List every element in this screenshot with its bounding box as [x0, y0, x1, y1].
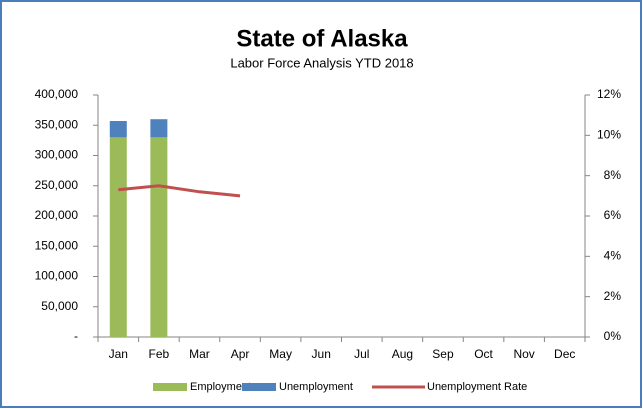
y-tick-label: 300,000 [35, 148, 79, 162]
chart-subtitle: Labor Force Analysis YTD 2018 [230, 55, 413, 70]
y-tick-label: 400,000 [35, 87, 79, 101]
y-tick-label: 350,000 [35, 117, 79, 131]
bar [150, 119, 168, 138]
y-tick-label: 200,000 [35, 208, 79, 222]
y-tick-label: 100,000 [35, 269, 79, 283]
chart-title: State of Alaska [236, 25, 408, 52]
y2-tick-label: 10% [597, 128, 621, 142]
x-tick-label: Jan [109, 347, 128, 361]
legend-label: Unemployment [279, 381, 353, 393]
x-tick-label: Sep [432, 347, 454, 361]
x-tick-label: Feb [149, 347, 170, 361]
y2-tick-label: 0% [604, 329, 622, 343]
x-tick-label: Apr [231, 347, 250, 361]
y2-tick-label: 12% [597, 87, 621, 101]
legend-swatch [153, 383, 187, 391]
x-tick-label: Jul [354, 347, 369, 361]
y-tick-label: 150,000 [35, 238, 79, 252]
line [118, 184, 241, 198]
x-tick-label: Mar [189, 347, 210, 361]
bar [150, 137, 168, 337]
x-tick-label: Aug [392, 347, 413, 361]
legend-swatch [242, 383, 276, 391]
y-tick-label: 250,000 [35, 178, 79, 192]
y2-tick-label: 6% [604, 208, 622, 222]
y2-tick-label: 8% [604, 168, 622, 182]
y-tick-label: 50,000 [41, 299, 78, 313]
x-tick-label: Nov [513, 347, 534, 361]
legend-label: Employment [190, 381, 251, 393]
x-tick-label: Dec [554, 347, 575, 361]
y2-tick-label: 2% [604, 289, 622, 303]
y2-tick-label: 4% [604, 249, 622, 263]
x-tick-label: Oct [474, 347, 493, 361]
bar [109, 137, 127, 337]
x-tick-label: May [269, 347, 292, 361]
y-tick-label: - [74, 329, 78, 343]
legend-label: Unemployment Rate [427, 381, 527, 393]
x-tick-label: Jun [312, 347, 331, 361]
bar [109, 121, 127, 138]
